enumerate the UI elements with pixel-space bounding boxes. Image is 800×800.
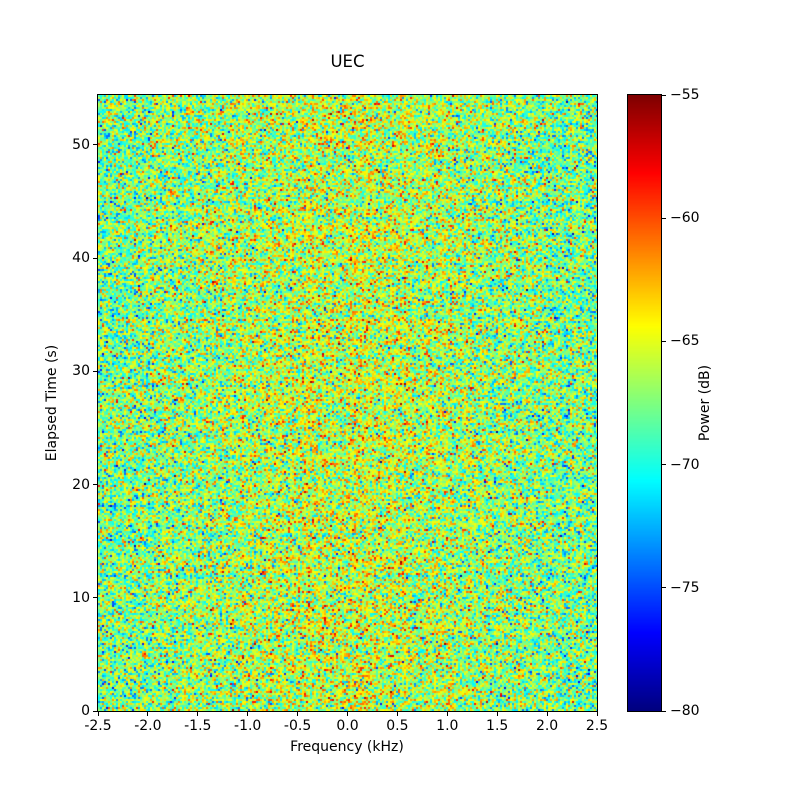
y-axis-label: Elapsed Time (s) (44, 344, 60, 462)
x-tick-label: -2.0 (134, 718, 162, 734)
x-tick-mark (546, 712, 548, 716)
colorbar-tick-label: −65 (670, 333, 700, 350)
y-tick-label: 30 (72, 363, 90, 380)
x-tick-mark (596, 712, 598, 716)
y-tick-label: 20 (72, 476, 90, 493)
x-tick-label: -1.5 (184, 718, 212, 734)
x-axis-label: Frequency (kHz) (290, 739, 404, 755)
x-tick-mark (446, 712, 448, 716)
x-tick-label: 2.5 (585, 718, 609, 734)
y-tick-mark (93, 144, 97, 146)
x-tick-label: 0.0 (336, 718, 359, 734)
title-line-main: UEC (330, 52, 365, 71)
y-tick-mark (93, 710, 97, 712)
colorbar-tick-label: −75 (670, 579, 700, 596)
colorbar-tick-mark (662, 217, 666, 219)
colorbar-tick-mark (662, 340, 666, 342)
colorbar-tick-label: −70 (670, 456, 700, 473)
colorbar-tick-label: −55 (670, 87, 700, 103)
y-tick-label: 40 (72, 250, 90, 267)
y-tick-mark (93, 484, 97, 486)
x-tick-mark (347, 712, 348, 716)
x-tick-label: 2.0 (535, 718, 559, 734)
colorbar-tick-mark (662, 710, 666, 712)
colorbar-label: Power (dB) (697, 364, 713, 442)
colorbar-tick-label: −60 (670, 210, 700, 227)
y-tick-label: 0 (81, 703, 90, 719)
x-tick-mark (147, 712, 149, 716)
x-tick-mark (247, 712, 249, 716)
y-tick-mark (93, 370, 97, 372)
y-tick-mark (93, 257, 97, 259)
x-tick-label: -1.0 (234, 718, 262, 734)
x-tick-mark (496, 712, 498, 716)
x-tick-label: -2.5 (84, 718, 112, 734)
colorbar-tick-mark (662, 464, 666, 466)
spectrogram-canvas (98, 95, 597, 711)
y-tick-label: 50 (72, 136, 90, 153)
colorbar-canvas (628, 95, 661, 711)
colorbar-tick-label: −80 (670, 703, 700, 719)
spectrogram-plot (97, 94, 598, 712)
x-tick-label: 0.5 (386, 718, 409, 734)
colorbar-tick-mark (662, 587, 666, 589)
x-tick-label: 1.5 (486, 718, 509, 734)
colorbar-tick-mark (662, 94, 666, 96)
y-tick-mark (93, 597, 97, 599)
x-tick-label: -0.5 (283, 718, 312, 734)
y-tick-label: 10 (72, 589, 90, 606)
x-tick-mark (396, 712, 398, 716)
x-tick-mark (197, 712, 199, 716)
x-tick-label: 1.0 (436, 718, 459, 734)
colorbar (627, 94, 662, 712)
x-tick-mark (97, 712, 99, 716)
x-tick-mark (297, 712, 299, 716)
